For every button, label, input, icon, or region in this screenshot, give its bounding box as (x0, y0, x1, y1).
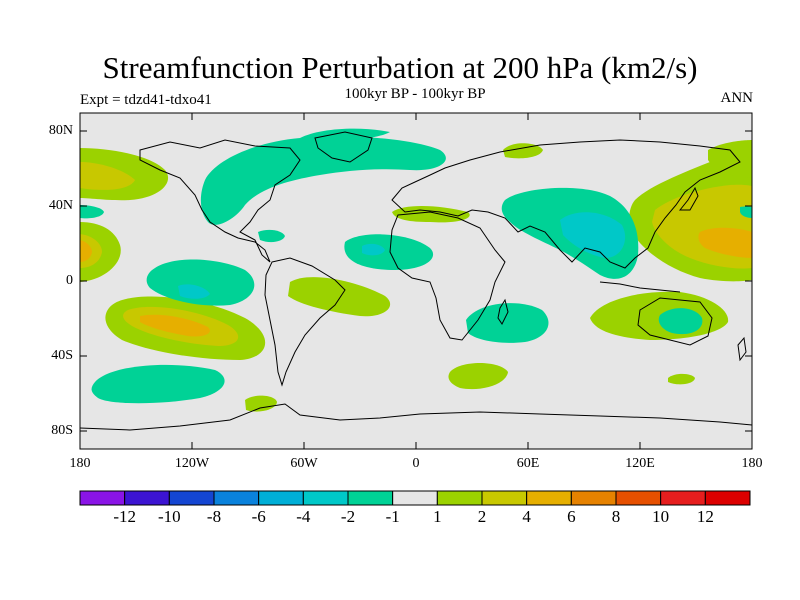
coast-africa (389, 211, 506, 341)
contour-pos-asia-arc (708, 140, 752, 178)
colorbar-box (258, 490, 304, 506)
y-tick-label-80n: 80N (48, 123, 73, 138)
contour-pos-south-of-australia (668, 373, 695, 385)
colorbar-box (615, 490, 662, 506)
contour-pos-spacific-core (140, 314, 210, 337)
coast-greenland (314, 131, 373, 163)
contour-neg-west-pacific-small (80, 205, 104, 219)
colorbar-box (570, 490, 617, 506)
contour-neg-australia (658, 308, 703, 335)
colorbar-label: 2 (477, 507, 487, 526)
contour-neg-southern-africa (466, 303, 549, 343)
contour-pos-pacific-tropics-west-core (80, 240, 92, 262)
colorbar-label: -12 (113, 507, 136, 526)
x-tick-label-60w: 60W (290, 456, 318, 471)
colorbar-label: -4 (296, 507, 311, 526)
contour-neg-eq-atlantic (344, 234, 434, 270)
x-tick-label-120e: 120E (625, 456, 655, 471)
contour-neg-asia-inner (560, 212, 626, 258)
contour-neg-far-southpacific (91, 364, 225, 404)
colorbar-box (526, 490, 572, 506)
contour-neg-east-pacific (146, 259, 255, 306)
colorbar-label: -10 (157, 507, 181, 526)
coast-madagascar (497, 298, 509, 325)
x-tick-label-180w: 180 (69, 456, 91, 471)
coast-eurasia (391, 139, 741, 269)
colorbar-box (436, 490, 483, 506)
contour-neg-east-edge-small (740, 206, 752, 218)
contour-pos-arctic-siberia (503, 143, 543, 159)
colorbar-box (660, 490, 706, 506)
coast-south-america (264, 257, 346, 387)
colorbar-box (481, 490, 528, 506)
contour-fills (80, 128, 752, 412)
colorbar-label: 10 (652, 507, 670, 526)
coast-japan (678, 186, 699, 211)
colorbar-label: -2 (340, 507, 356, 526)
colorbar-box (347, 490, 394, 506)
colorbar-box (213, 490, 260, 506)
y-tick-label-40n: 40N (48, 198, 73, 213)
plot-subtitle: 100kyr BP - 100kyr BP (344, 86, 486, 102)
contour-neg-north-atlantic (200, 136, 446, 225)
coast-indonesia (599, 281, 681, 293)
contour-pos-far-south (245, 395, 277, 412)
colorbar-box (124, 490, 170, 506)
colorbar (79, 490, 751, 506)
contour-pos-mediterranean (392, 205, 470, 223)
experiment-label: Expt = tdzd41-tdxo41 (80, 92, 212, 108)
contour-pos-southern-indian (448, 363, 508, 390)
contour-neg-east-pacific-inner (178, 284, 210, 299)
colorbar-label: -6 (251, 507, 266, 526)
colorbar-label: 12 (696, 507, 714, 526)
colorbar-label: -1 (385, 507, 400, 526)
contour-neg-eq-atlantic-inner (362, 243, 385, 256)
coast-antarctica (80, 403, 752, 431)
contour-pos-satlantic (288, 277, 391, 317)
coastlines (80, 131, 752, 431)
y-tick-label-40s: 40S (51, 348, 73, 363)
x-tick-label-180e: 180 (741, 456, 763, 471)
colorbar-label: 6 (567, 507, 576, 526)
axis-ticks (80, 113, 752, 449)
colorbar-box (168, 490, 215, 506)
colorbar-box (704, 490, 751, 506)
season-label: ANN (720, 90, 754, 106)
x-tick-label-120w: 120W (174, 456, 210, 471)
colorbar-box (392, 490, 438, 506)
y-tick-label-0: 0 (66, 273, 73, 288)
contour-neg-gulf (258, 229, 285, 243)
plot-title: Streamfunction Perturbation at 200 hPa (… (102, 50, 698, 85)
colorbar-label: 1 (433, 507, 442, 526)
coast-australia (637, 297, 713, 346)
x-tick-label-0: 0 (412, 456, 420, 471)
colorbar-label: 8 (611, 507, 621, 526)
colorbar-box (302, 490, 349, 506)
x-tick-label-60e: 60E (516, 456, 540, 471)
colorbar-label: -8 (206, 507, 222, 526)
y-tick-label-80s: 80S (51, 423, 73, 438)
colorbar-box (79, 490, 126, 506)
contour-pos-npacific-west-inner (80, 162, 135, 190)
contour-pos-npacific-east-core (698, 227, 752, 258)
coast-new-zealand (737, 336, 747, 362)
coast-north-america (139, 139, 301, 263)
colorbar-label: 4 (522, 507, 531, 526)
